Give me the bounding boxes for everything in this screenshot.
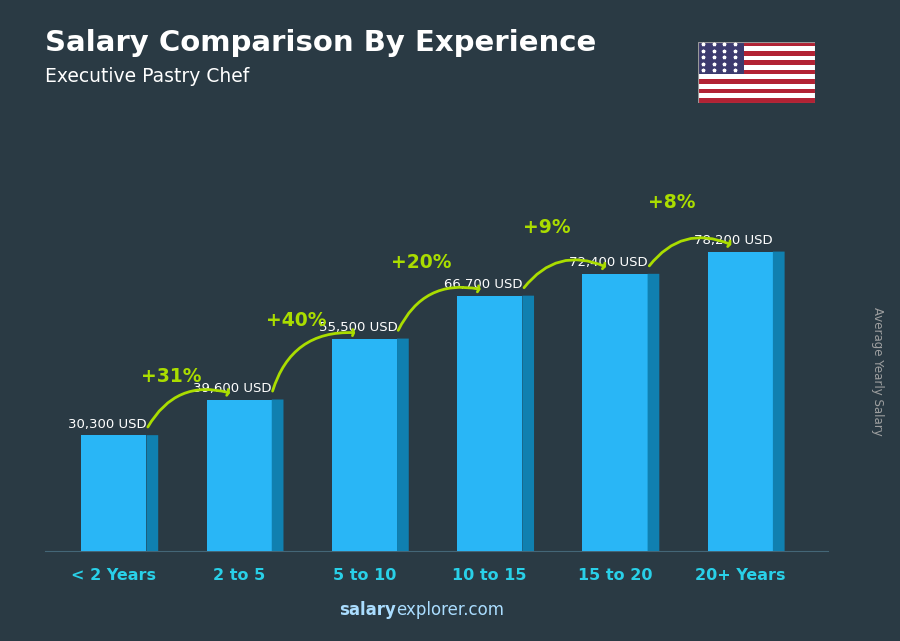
- Text: 55,500 USD: 55,500 USD: [319, 321, 397, 334]
- Text: explorer.com: explorer.com: [396, 601, 504, 619]
- Bar: [332, 338, 397, 551]
- Bar: [698, 51, 814, 56]
- Bar: [207, 399, 272, 551]
- Text: 39,600 USD: 39,600 USD: [194, 382, 272, 395]
- Bar: [698, 84, 814, 88]
- Text: Average Yearly Salary: Average Yearly Salary: [871, 308, 884, 436]
- Text: Executive Pastry Chef: Executive Pastry Chef: [45, 67, 249, 87]
- Polygon shape: [272, 399, 284, 551]
- Bar: [457, 296, 522, 551]
- Text: salary: salary: [339, 601, 396, 619]
- Bar: [698, 93, 814, 98]
- Polygon shape: [773, 251, 785, 551]
- Bar: [698, 74, 814, 79]
- Bar: [707, 251, 773, 551]
- Text: +40%: +40%: [266, 311, 327, 330]
- Bar: [698, 46, 814, 51]
- Bar: [698, 88, 814, 93]
- Bar: [698, 42, 814, 46]
- Bar: [698, 79, 814, 84]
- Text: 72,400 USD: 72,400 USD: [569, 256, 648, 269]
- Bar: [698, 65, 814, 70]
- Text: 78,200 USD: 78,200 USD: [695, 234, 773, 247]
- Bar: [698, 98, 814, 103]
- Polygon shape: [397, 338, 409, 551]
- Bar: [698, 70, 814, 74]
- Text: Salary Comparison By Experience: Salary Comparison By Experience: [45, 29, 596, 57]
- Text: +8%: +8%: [648, 193, 696, 212]
- Text: 66,700 USD: 66,700 USD: [444, 278, 523, 291]
- Bar: [698, 56, 814, 60]
- Bar: [698, 42, 744, 74]
- Bar: [698, 60, 814, 65]
- Text: +31%: +31%: [140, 367, 201, 386]
- Text: 30,300 USD: 30,300 USD: [68, 417, 147, 431]
- Polygon shape: [147, 435, 158, 551]
- Bar: [582, 274, 648, 551]
- Text: +20%: +20%: [392, 253, 452, 272]
- Bar: [81, 435, 147, 551]
- Polygon shape: [522, 296, 534, 551]
- Polygon shape: [648, 274, 660, 551]
- Text: +9%: +9%: [523, 218, 571, 237]
